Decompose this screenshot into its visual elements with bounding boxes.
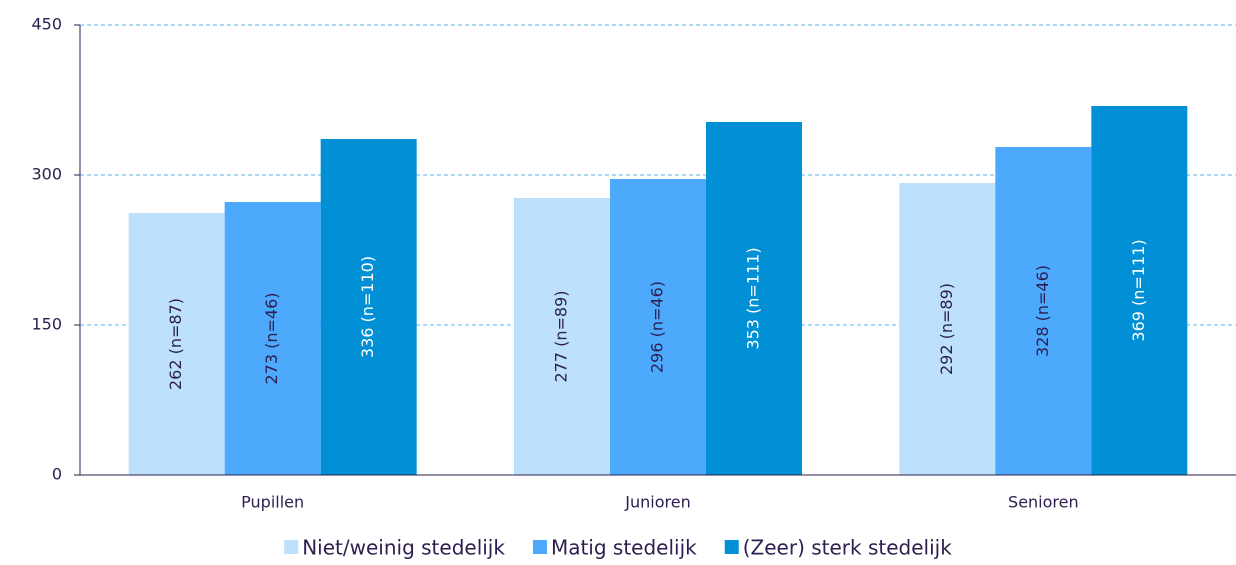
x-tick-label: Senioren bbox=[1008, 493, 1079, 512]
bar-label: 277 (n=89) bbox=[552, 290, 571, 382]
bar bbox=[995, 147, 1092, 475]
bar bbox=[610, 179, 706, 475]
bar-label: 369 (n=111) bbox=[1129, 239, 1148, 341]
legend-swatch bbox=[284, 540, 299, 554]
bar bbox=[128, 213, 225, 475]
y-tick-label: 300 bbox=[31, 165, 62, 184]
bar bbox=[899, 183, 996, 475]
bar bbox=[224, 202, 321, 475]
bar-label: 292 (n=89) bbox=[937, 283, 956, 375]
legend-text: Matig stedelijk bbox=[551, 536, 697, 560]
bar bbox=[514, 198, 610, 475]
bar bbox=[1091, 106, 1188, 475]
y-tick-label: 0 bbox=[52, 465, 62, 484]
legend-swatch bbox=[724, 540, 739, 554]
bar-label: 296 (n=46) bbox=[648, 281, 667, 373]
legend-swatch bbox=[532, 540, 547, 554]
legend-text: (Zeer) sterk stedelijk bbox=[743, 536, 952, 560]
bar bbox=[320, 139, 417, 475]
bar-label: 336 (n=110) bbox=[358, 256, 377, 358]
bar bbox=[706, 122, 802, 475]
x-tick-label: Pupillen bbox=[241, 493, 304, 512]
bar-label: 273 (n=46) bbox=[262, 292, 281, 384]
legend-text: Niet/weinig stedelijk bbox=[302, 536, 505, 560]
bar-label: 353 (n=111) bbox=[744, 247, 763, 349]
y-tick-label: 450 bbox=[31, 15, 62, 34]
bar-label: 328 (n=46) bbox=[1033, 265, 1052, 357]
y-tick-label: 150 bbox=[31, 315, 62, 334]
x-tick-label: Junioren bbox=[624, 493, 690, 512]
bar-label: 262 (n=87) bbox=[166, 298, 185, 390]
